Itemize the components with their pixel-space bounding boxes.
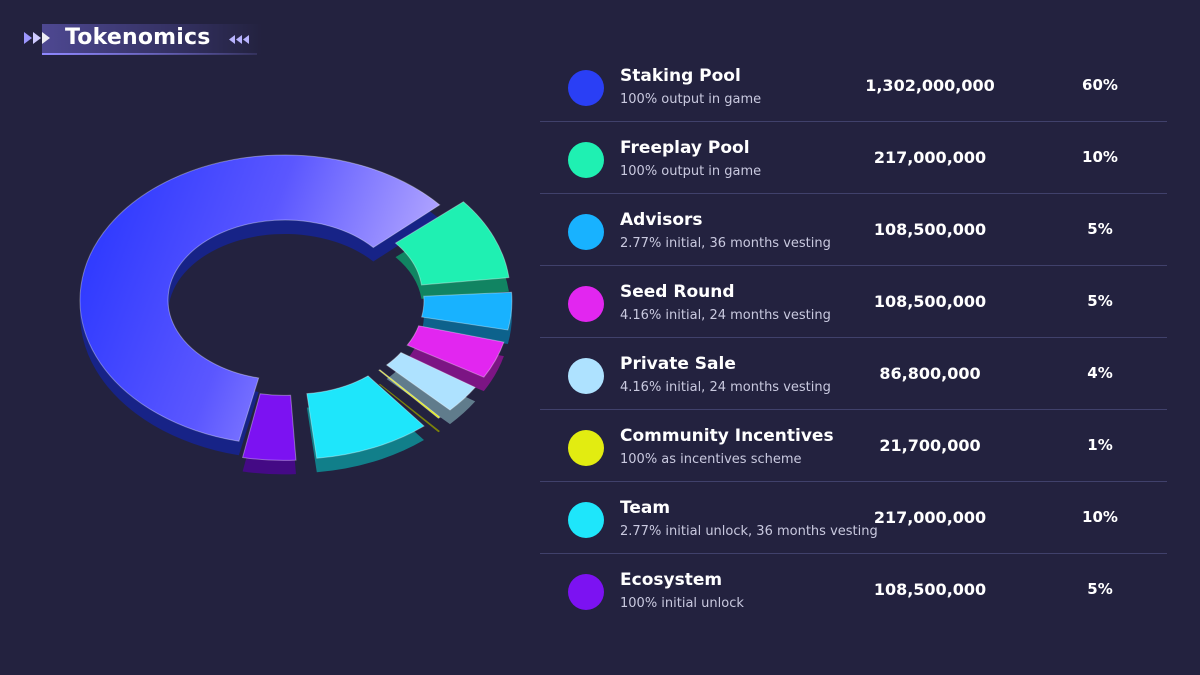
allocation-percent: 10% (1082, 148, 1118, 166)
allocation-row: Freeplay Pool 100% output in game 217,000,… (540, 122, 1167, 194)
allocation-table: Staking Pool 100% output in game 1,302,000… (540, 50, 1167, 626)
allocation-amount: 21,700,000 (879, 436, 981, 455)
allocation-row: Team 2.77% initial unlock, 36 months vest… (540, 482, 1167, 554)
allocation-amount: 86,800,000 (879, 364, 981, 383)
allocation-description: 100% as incentives scheme (620, 452, 802, 467)
allocation-name: Private Sale (620, 354, 736, 374)
allocation-description: 4.16% initial, 24 months vesting (620, 380, 831, 395)
donut-slice (394, 201, 510, 286)
legend-dot (568, 286, 604, 322)
allocation-row: Seed Round 4.16% initial, 24 months vesti… (540, 266, 1167, 338)
allocation-row: Community Incentives 100% as incentives s… (540, 410, 1167, 482)
legend-dot (568, 142, 604, 178)
donut-slice (79, 154, 441, 442)
allocation-name: Team (620, 498, 671, 518)
row-divider (540, 553, 1167, 554)
allocation-name: Community Incentives (620, 426, 834, 446)
donut-slice (420, 291, 513, 331)
row-divider (540, 409, 1167, 410)
donut-slice (306, 375, 425, 459)
allocation-amount: 1,302,000,000 (865, 76, 995, 95)
allocation-description: 100% initial unlock (620, 596, 744, 611)
allocation-description: 4.16% initial, 24 months vesting (620, 308, 831, 323)
legend-dot (568, 430, 604, 466)
row-divider (540, 265, 1167, 266)
triple-chevron-left-icon (229, 35, 249, 44)
allocation-row: Ecosystem 100% initial unlock 108,500,000 5… (540, 554, 1167, 626)
donut-slice (241, 393, 297, 461)
allocation-name: Staking Pool (620, 66, 741, 86)
allocation-amount: 217,000,000 (873, 508, 987, 527)
donut-slice-side (378, 383, 441, 433)
allocation-amount: 108,500,000 (873, 580, 987, 599)
allocation-description: 2.77% initial unlock, 36 months vesting (620, 524, 878, 539)
allocation-percent: 10% (1082, 508, 1118, 526)
double-chevron-right-icon (24, 32, 50, 44)
allocation-row: Private Sale 4.16% initial, 24 months ves… (540, 338, 1167, 410)
allocation-name: Advisors (620, 210, 703, 230)
donut-slice (406, 325, 505, 378)
title-underline (42, 53, 257, 55)
title-bar (42, 24, 262, 54)
allocation-name: Freeplay Pool (620, 138, 750, 158)
allocation-percent: 5% (1087, 292, 1113, 310)
row-divider (540, 193, 1167, 194)
legend-dot (568, 70, 604, 106)
header: Tokenomics (22, 22, 262, 58)
donut-svg (79, 154, 513, 475)
allocation-description: 100% output in game (620, 92, 762, 107)
allocation-row: Advisors 2.77% initial, 36 months vesting… (540, 194, 1167, 266)
allocation-name: Seed Round (620, 282, 735, 302)
allocation-percent: 1% (1087, 436, 1113, 454)
allocation-description: 2.77% initial, 36 months vesting (620, 236, 831, 251)
legend-dot (568, 214, 604, 250)
allocation-name: Ecosystem (620, 570, 723, 590)
donut-slice (385, 351, 477, 411)
allocation-percent: 4% (1087, 364, 1113, 382)
allocation-percent: 5% (1087, 580, 1113, 598)
page-title: Tokenomics (65, 25, 211, 50)
legend-dot (568, 574, 604, 610)
allocation-amount: 217,000,000 (873, 148, 987, 167)
allocation-row: Staking Pool 100% output in game 1,302,000… (540, 50, 1167, 122)
row-divider (540, 481, 1167, 482)
row-divider (540, 121, 1167, 122)
tokenomics-donut-chart (40, 140, 540, 560)
legend-dot (568, 502, 604, 538)
allocation-description: 100% output in game (620, 164, 762, 179)
donut-slice (378, 369, 441, 419)
allocation-amount: 108,500,000 (873, 292, 987, 311)
legend-dot (568, 358, 604, 394)
allocation-percent: 5% (1087, 220, 1113, 238)
allocation-percent: 60% (1082, 76, 1118, 94)
row-divider (540, 337, 1167, 338)
allocation-amount: 108,500,000 (873, 220, 987, 239)
